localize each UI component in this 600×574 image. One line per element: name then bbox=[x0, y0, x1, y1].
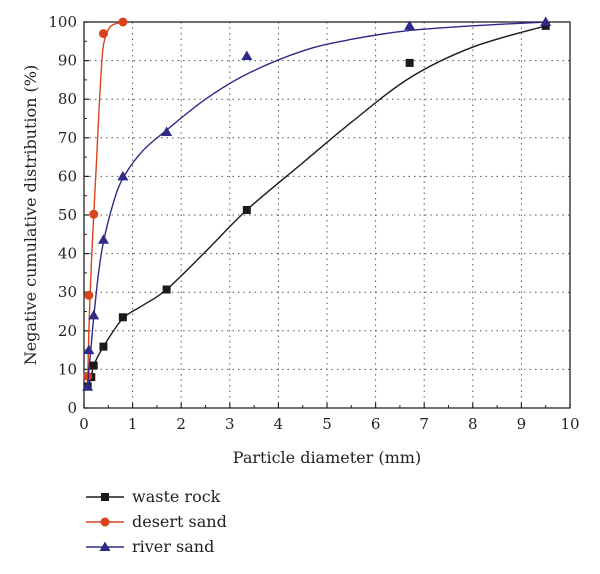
y-tick-label: 70 bbox=[58, 129, 77, 147]
legend-marker-river-sand bbox=[99, 541, 111, 551]
waste-rock-fit-curve bbox=[86, 25, 546, 387]
x-tick-label: 1 bbox=[128, 415, 138, 433]
desert-sand-point bbox=[89, 209, 99, 219]
river-sand-point bbox=[97, 234, 109, 244]
grid bbox=[84, 22, 570, 408]
river-sand-fit-curve bbox=[86, 21, 546, 387]
x-tick-label: 4 bbox=[274, 415, 284, 433]
waste-rock-point bbox=[118, 313, 127, 322]
series-desert-sand bbox=[83, 17, 128, 387]
series-layer bbox=[82, 16, 552, 391]
x-tick-label: 2 bbox=[176, 415, 186, 433]
x-axis-title: Particle diameter (mm) bbox=[233, 448, 421, 467]
legend-marker-desert-sand bbox=[100, 517, 110, 527]
y-tick-label: 10 bbox=[58, 360, 77, 378]
y-tick-label: 40 bbox=[58, 245, 77, 263]
series-waste-rock bbox=[83, 21, 550, 391]
y-tick-label: 100 bbox=[48, 13, 77, 31]
x-tick-label: 0 bbox=[79, 415, 89, 433]
river-sand-point bbox=[82, 381, 94, 391]
y-tick-label: 60 bbox=[58, 167, 77, 185]
series-river-sand bbox=[82, 16, 552, 391]
river-sand-point bbox=[540, 16, 552, 26]
waste-rock-point bbox=[89, 361, 98, 370]
legend-label-river-sand: river sand bbox=[132, 537, 214, 556]
y-tick-label: 0 bbox=[67, 399, 77, 417]
desert-sand-point bbox=[84, 290, 94, 300]
waste-rock-point bbox=[99, 342, 108, 351]
waste-rock-point bbox=[162, 285, 171, 294]
river-sand-point bbox=[241, 50, 253, 60]
river-sand-point bbox=[161, 126, 173, 137]
y-tick-label: 50 bbox=[58, 206, 77, 224]
river-sand-point bbox=[88, 309, 100, 320]
desert-sand-point bbox=[98, 29, 108, 39]
x-tick-label: 7 bbox=[419, 415, 429, 433]
x-tick-label: 8 bbox=[468, 415, 478, 433]
y-tick-label: 80 bbox=[58, 90, 77, 108]
desert-sand-fit-curve bbox=[86, 21, 124, 387]
x-tick-label: 5 bbox=[322, 415, 332, 433]
x-tick-label: 10 bbox=[560, 415, 579, 433]
y-tick-label: 30 bbox=[58, 283, 77, 301]
y-tick-label: 20 bbox=[58, 322, 77, 340]
desert-sand-point bbox=[118, 17, 128, 27]
legend: waste rock desert sand river sand bbox=[86, 487, 227, 556]
waste-rock-point bbox=[405, 58, 414, 67]
x-tick-label: 3 bbox=[225, 415, 235, 433]
x-tick-label: 9 bbox=[517, 415, 527, 433]
y-axis-title: Negative cumulative distribution (%) bbox=[21, 65, 40, 366]
river-sand-point bbox=[404, 20, 416, 30]
x-tick-label: 6 bbox=[371, 415, 381, 433]
legend-label-waste-rock: waste rock bbox=[132, 487, 221, 506]
river-sand-point bbox=[83, 344, 95, 355]
y-tick-label: 90 bbox=[58, 52, 77, 70]
legend-marker-waste-rock bbox=[101, 493, 109, 501]
legend-label-desert-sand: desert sand bbox=[132, 512, 227, 531]
river-sand-point bbox=[117, 170, 129, 181]
waste-rock-point bbox=[242, 205, 251, 214]
